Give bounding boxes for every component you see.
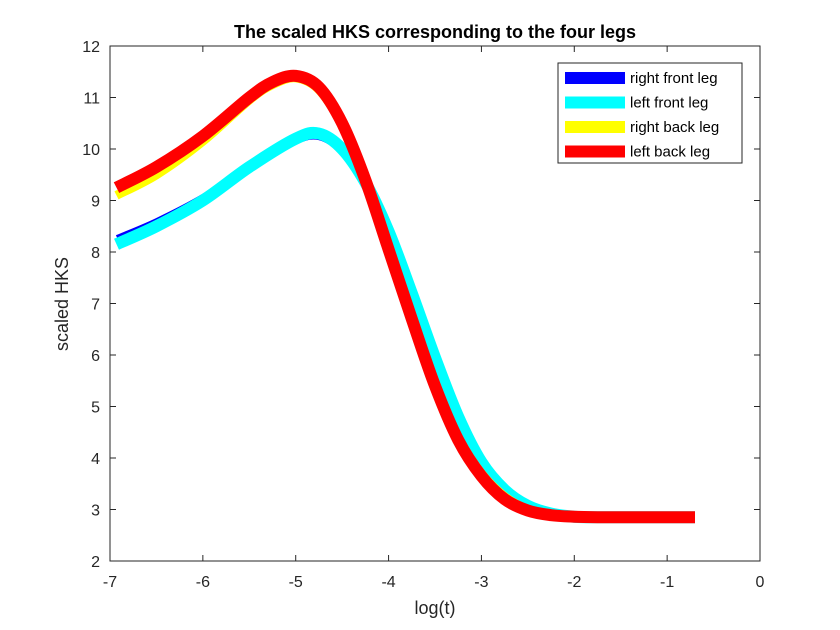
series-layer bbox=[113, 69, 696, 524]
y-axis: 2 3 4 5 6 7 8 9 10 11 12 bbox=[82, 39, 760, 571]
x-tick-label: -5 bbox=[289, 574, 303, 591]
x-axis-label: log(t) bbox=[414, 598, 455, 618]
x-tick-label: 0 bbox=[756, 574, 765, 591]
x-tick-label: -6 bbox=[196, 574, 210, 591]
y-tick-label: 10 bbox=[82, 142, 100, 159]
y-tick-label: 11 bbox=[83, 91, 100, 108]
y-tick-label: 7 bbox=[91, 297, 100, 314]
y-axis-label: scaled HKS bbox=[52, 257, 72, 351]
y-tick-label: 4 bbox=[91, 451, 100, 468]
y-tick-label: 3 bbox=[91, 503, 100, 520]
chart-title: The scaled HKS corresponding to the four… bbox=[234, 22, 636, 42]
y-tick-label: 9 bbox=[91, 194, 100, 211]
x-tick-label: -3 bbox=[474, 574, 488, 591]
legend-label: left back leg bbox=[630, 144, 710, 161]
y-tick-label: 6 bbox=[91, 348, 100, 365]
series-line-left-back-leg bbox=[113, 69, 696, 524]
legend-label: right front leg bbox=[630, 70, 718, 87]
legend-label: left front leg bbox=[630, 95, 708, 112]
x-tick-label: -2 bbox=[567, 574, 581, 591]
y-tick-label: 2 bbox=[91, 554, 100, 571]
x-tick-label: -1 bbox=[660, 574, 674, 591]
legend: right front leg left front leg right back … bbox=[557, 62, 743, 164]
legend-items: right front leg left front leg right back … bbox=[565, 70, 719, 161]
y-tick-label: 8 bbox=[91, 245, 100, 262]
x-axis: -7 -6 -5 -4 -3 -2 -1 0 bbox=[103, 46, 765, 591]
legend-label: right back leg bbox=[630, 119, 719, 136]
y-tick-label: 12 bbox=[82, 39, 100, 56]
x-tick-label: -4 bbox=[381, 574, 395, 591]
y-tick-label: 5 bbox=[91, 400, 100, 417]
x-tick-label: -7 bbox=[103, 574, 117, 591]
